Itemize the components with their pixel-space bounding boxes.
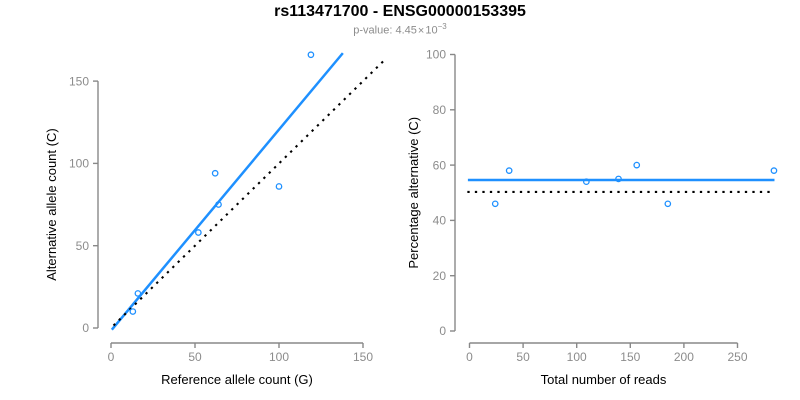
x-tick-label: 100	[567, 350, 587, 364]
regression-line	[110, 52, 344, 331]
data-point	[307, 51, 315, 59]
y-tick-label: 0	[82, 321, 89, 335]
data-point	[505, 167, 513, 174]
x-tick-label: 0	[466, 350, 473, 364]
data-point	[664, 200, 672, 208]
x-axis-label: Reference allele count (G)	[161, 372, 313, 387]
multiplication-sign: ×	[417, 24, 425, 37]
p-value-base: 10	[425, 24, 438, 37]
y-tick-label: 100	[426, 48, 446, 62]
y-tick-label: 50	[76, 239, 90, 253]
x-tick-label: 100	[269, 350, 289, 364]
y-tick-label: 40	[433, 214, 447, 228]
x-tick-label: 50	[188, 350, 202, 364]
x-tick-label: 200	[674, 350, 694, 364]
data-point	[770, 167, 778, 174]
data-point	[195, 229, 202, 236]
data-point	[275, 183, 283, 190]
data-point	[211, 169, 219, 177]
data-point	[615, 175, 622, 183]
y-tick-label: 0	[439, 324, 446, 338]
p-value-prefix: p-value: 4.45	[353, 24, 417, 37]
left-panel: 0 50 100 150 0 50 100 150 Reference allele count…	[44, 51, 386, 387]
y-tick-label: 20	[433, 269, 447, 283]
y-axis-label: Percentage alternative (C)	[406, 117, 421, 269]
data-point	[582, 178, 590, 186]
figure-title: rs113471700 - ENSG00000153395	[274, 3, 526, 20]
p-value-subtitle: p-value: 4.45×10−3	[0, 22, 800, 37]
x-tick-label: 0	[108, 350, 115, 364]
y-tick-label: 80	[433, 103, 447, 117]
data-point	[491, 200, 499, 208]
x-tick-label: 150	[620, 350, 640, 364]
identity-line	[112, 58, 386, 327]
y-tick-label: 150	[69, 74, 89, 88]
p-value-exponent: −3	[437, 22, 447, 31]
y-tick-label: 60	[433, 158, 447, 172]
x-axis-label: Total number of reads	[541, 372, 667, 387]
data-point	[633, 161, 641, 169]
y-tick-label: 100	[69, 157, 89, 171]
x-tick-label: 250	[727, 350, 747, 364]
data-point	[129, 308, 137, 315]
data-point	[134, 290, 142, 297]
right-panel: 0 20 40 60 80 100 0 50 100 150 200 250 Total number …	[406, 48, 778, 387]
x-tick-label: 50	[516, 350, 530, 364]
data-point	[215, 201, 222, 208]
x-tick-label: 150	[353, 350, 373, 364]
y-axis-label: Alternative allele count (C)	[44, 128, 59, 280]
